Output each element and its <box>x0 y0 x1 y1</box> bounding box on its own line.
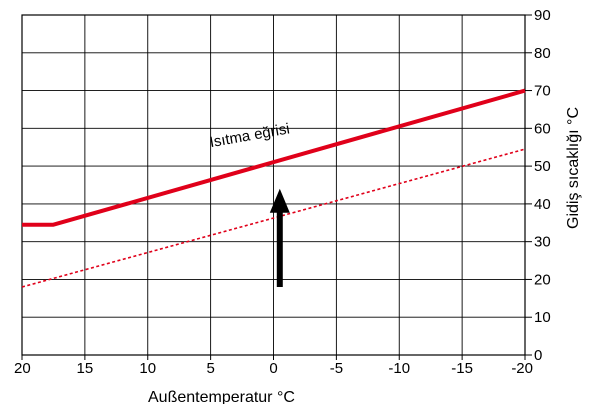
y-tick-label: 80 <box>534 45 551 62</box>
y-tick-label: 50 <box>534 158 551 175</box>
y-tick-label: 30 <box>534 234 551 251</box>
y-tick-label: 40 <box>534 196 551 213</box>
dotted-curve-line <box>21 148 526 288</box>
chart-series <box>21 88 526 288</box>
heating-curve-line <box>22 88 526 227</box>
y-tick-label: 70 <box>534 83 551 100</box>
x-axis-title: Außentemperatur °C <box>148 389 295 404</box>
heating-curve-label: Isıtma eğrisi <box>208 120 291 151</box>
y-tick-label: 20 <box>534 271 551 288</box>
x-tick-label: -10 <box>388 360 410 377</box>
x-tick-label: -15 <box>451 360 473 377</box>
x-tick-label: -5 <box>330 360 343 377</box>
y-tick-label: 0 <box>534 347 542 364</box>
y-axis-title: Gidiş sıcaklığı °C <box>565 107 582 229</box>
y-tick-label: 10 <box>534 309 551 326</box>
x-tick-label: 15 <box>77 360 94 377</box>
x-tick-label: 0 <box>269 360 277 377</box>
x-tick-label: 20 <box>14 360 31 377</box>
x-tick-label: -20 <box>511 360 533 377</box>
y-tick-label: 60 <box>534 120 551 137</box>
x-tick-label: 5 <box>206 360 214 377</box>
x-tick-label: 10 <box>139 360 156 377</box>
chart-grid <box>21 14 526 356</box>
y-tick-label: 90 <box>534 7 551 24</box>
up-arrow-head <box>269 188 290 213</box>
